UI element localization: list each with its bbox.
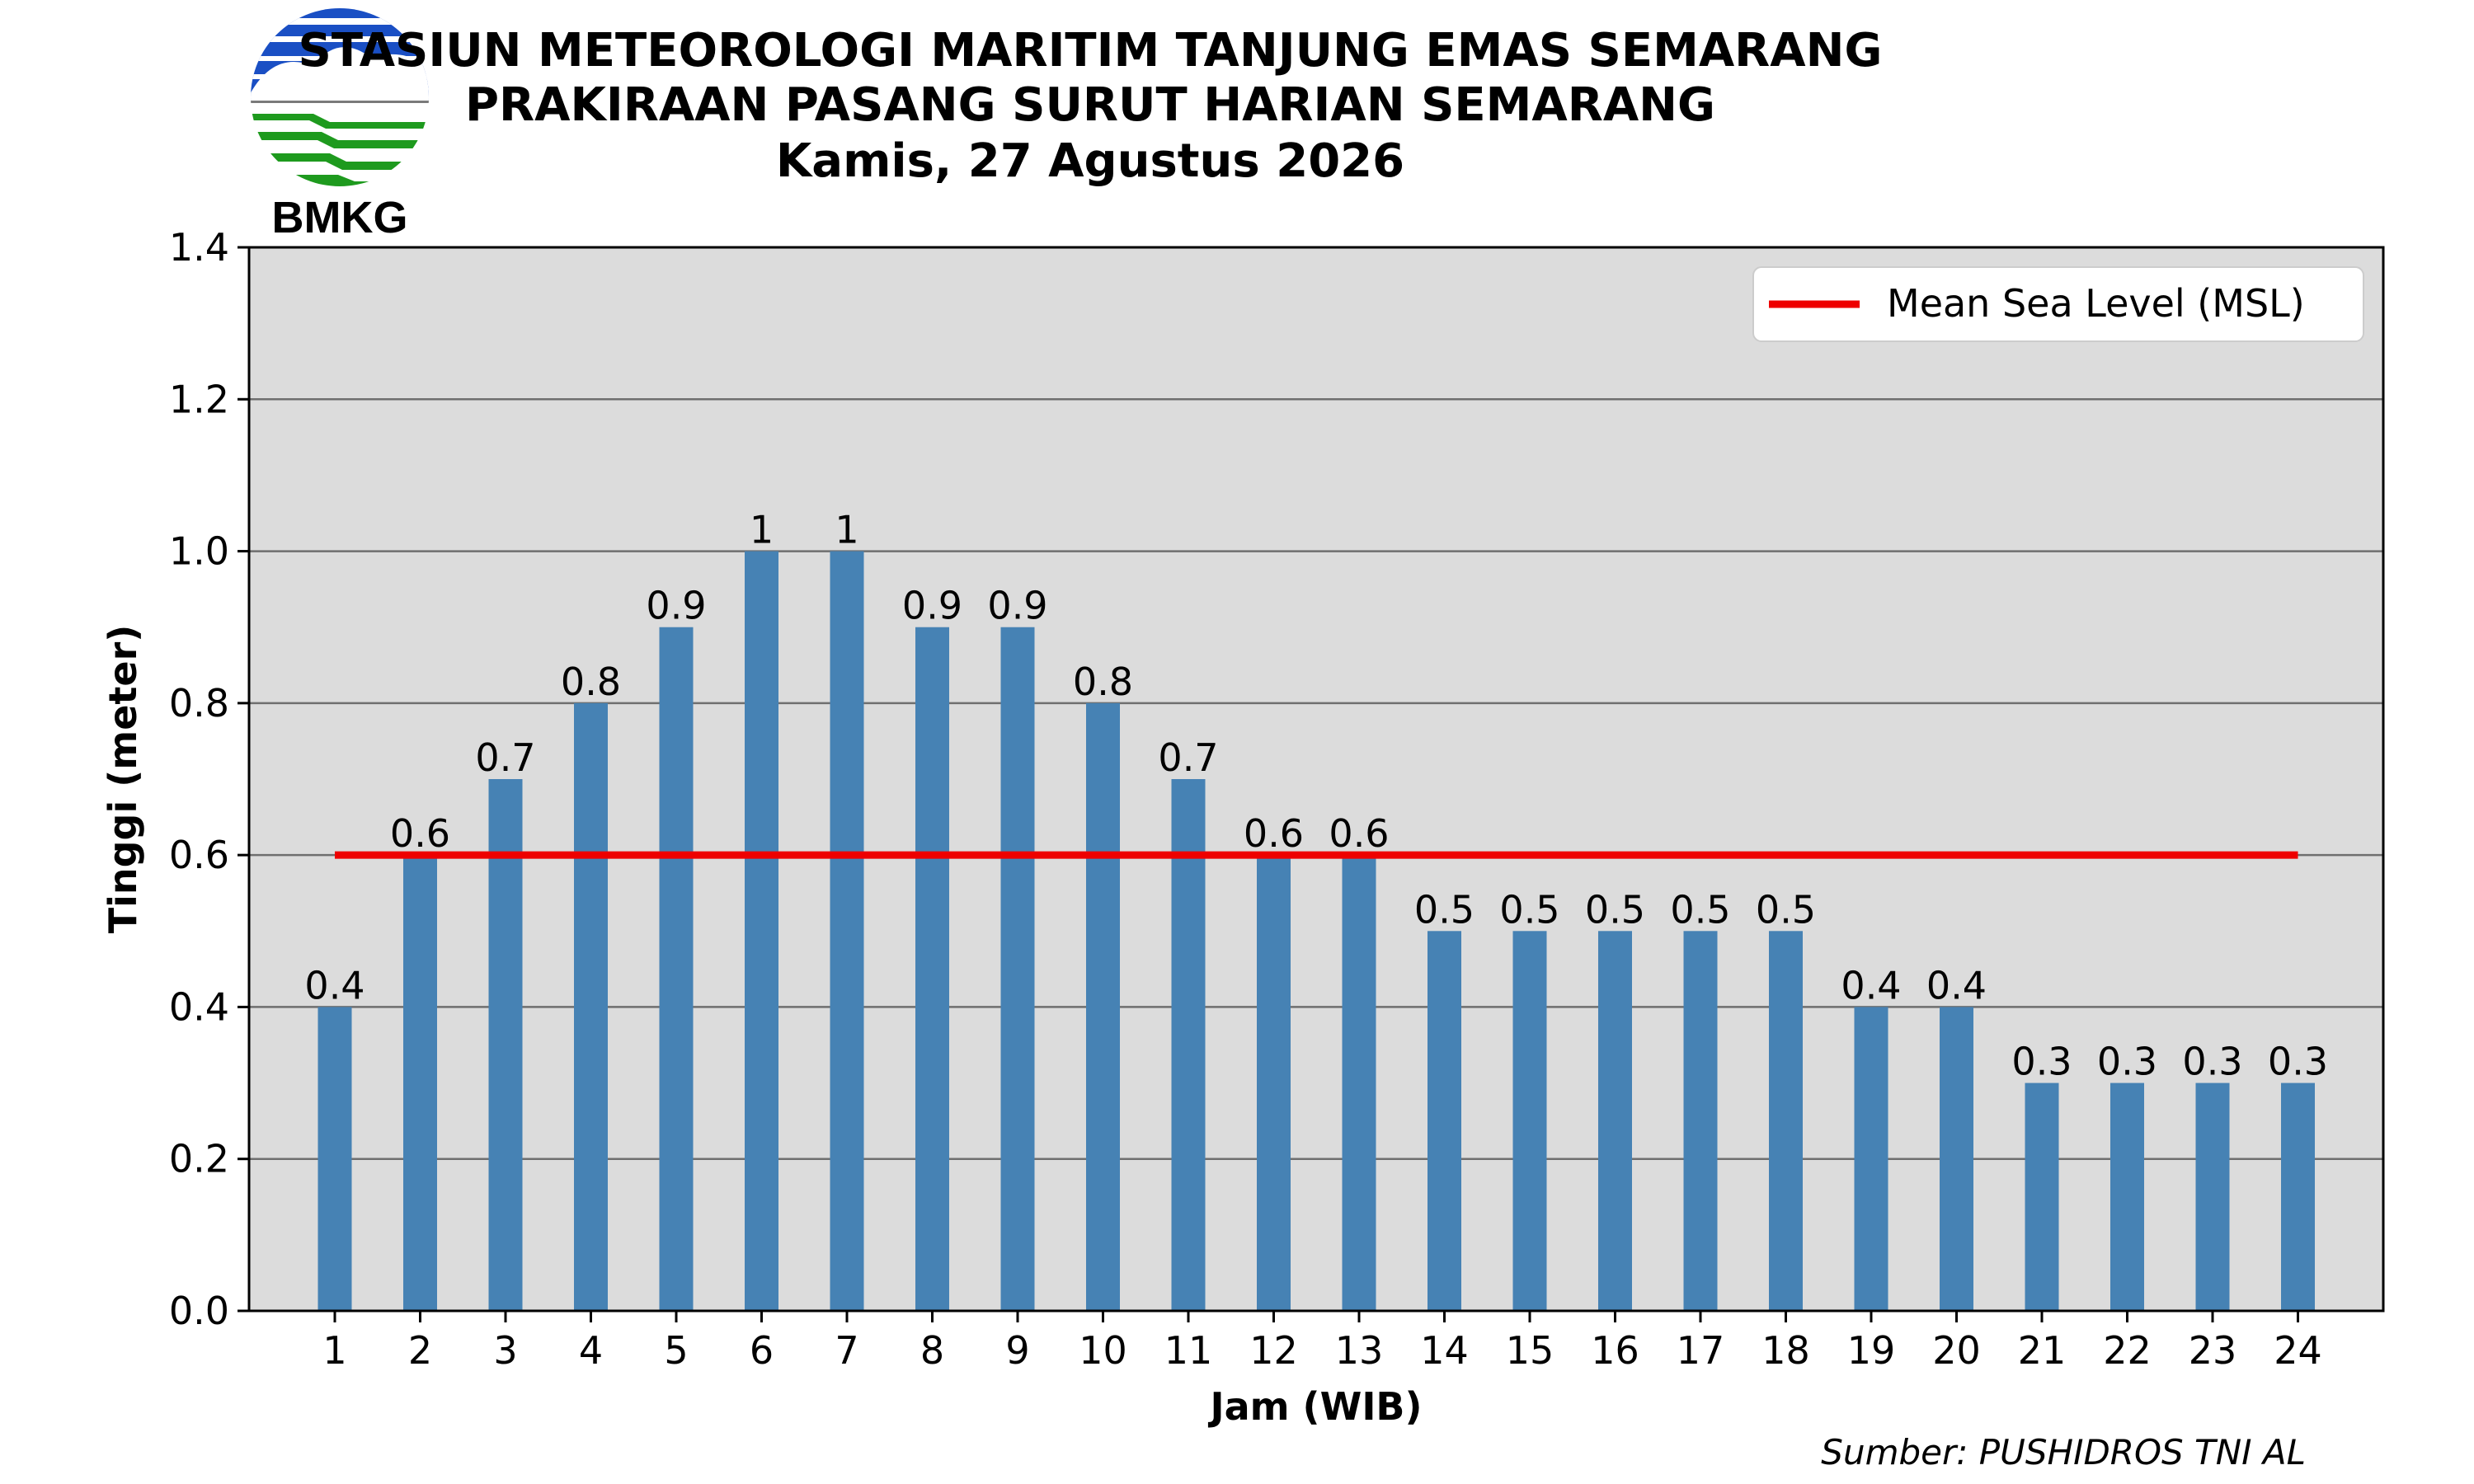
x-tick-label: 4	[579, 1328, 603, 1373]
bar-value-label: 0.4	[304, 963, 365, 1007]
x-tick-label: 10	[1079, 1328, 1127, 1373]
bar-value-labels: 0.4 0.6 0.7 0.8 0.9 1 1 0.9 0.9 0.8 0.7 0.6 0.6 0.5 0.…	[304, 508, 2328, 1084]
bar-value-label: 0.5	[1499, 887, 1559, 932]
bar	[1683, 931, 1718, 1311]
title-line-1: STASIUN METEOROLOGI MARITIM TANJUNG EMAS…	[299, 24, 1883, 77]
bar	[1940, 1007, 1973, 1311]
title-line-3: Kamis, 27 Agustus 2026	[776, 134, 1404, 188]
bar	[2281, 1082, 2315, 1311]
bar-value-label: 0.6	[390, 811, 450, 856]
bar-value-label: 0.3	[2268, 1040, 2328, 1084]
bar	[2025, 1082, 2059, 1311]
logo-text: BMKG	[272, 193, 408, 242]
bar	[745, 551, 778, 1311]
bar	[317, 1007, 352, 1311]
bar-value-label: 0.4	[1841, 963, 1901, 1007]
source-note: Sumber: PUSHIDROS TNI AL	[1821, 1432, 2306, 1472]
x-tick-label: 7	[835, 1328, 858, 1373]
title-line-2: PRAKIRAAN PASANG SURUT HARIAN SEMARANG	[465, 78, 1715, 132]
bar	[403, 855, 437, 1311]
bar	[1257, 855, 1291, 1311]
bar-value-label: 0.6	[1329, 811, 1389, 856]
bar	[2195, 1082, 2230, 1311]
x-tick-label: 9	[1005, 1328, 1029, 1373]
x-tick-label: 6	[750, 1328, 774, 1373]
x-tick-label: 14	[1420, 1328, 1469, 1373]
x-tick-label: 23	[2189, 1328, 2237, 1373]
y-tick-label: 1.4	[169, 225, 229, 270]
x-tick-label: 8	[920, 1328, 944, 1373]
bar	[1427, 931, 1461, 1311]
legend-msl-label: Mean Sea Level (MSL)	[1887, 281, 2305, 326]
bars	[317, 551, 2315, 1311]
bar-value-label: 0.8	[1073, 660, 1133, 704]
y-tick-label: 0.6	[169, 833, 229, 877]
x-tick-label: 17	[1677, 1328, 1725, 1373]
plot-frame	[247, 246, 2385, 1313]
bar-value-label: 0.3	[2182, 1040, 2242, 1084]
bar	[915, 627, 949, 1311]
y-tick-label: 1.0	[169, 529, 229, 574]
x-tick-label: 1	[322, 1328, 346, 1373]
y-tick-label: 0.8	[169, 681, 229, 726]
x-tick-label: 24	[2274, 1328, 2322, 1373]
x-tick-label: 13	[1335, 1328, 1384, 1373]
y-tick-label: 1.2	[169, 377, 229, 421]
bar	[1000, 627, 1035, 1311]
bar	[659, 627, 694, 1311]
x-tick-label: 12	[1249, 1328, 1298, 1373]
bar-value-label: 0.9	[987, 584, 1047, 628]
bar	[1598, 931, 1632, 1311]
bar-value-label: 0.5	[1670, 887, 1730, 932]
x-tick-label: 15	[1506, 1328, 1554, 1373]
x-tick-label: 22	[2103, 1328, 2152, 1373]
x-tick-label: 21	[2018, 1328, 2067, 1373]
bar	[1854, 1007, 1888, 1311]
x-tick-label: 5	[664, 1328, 688, 1373]
y-tick-label: 0.0	[169, 1289, 229, 1333]
bar-value-label: 0.9	[646, 584, 706, 628]
x-tick-label: 16	[1591, 1328, 1639, 1373]
x-tick-label: 11	[1164, 1328, 1213, 1373]
bar-value-label: 0.3	[2011, 1040, 2072, 1084]
bar	[830, 551, 864, 1311]
bar-value-label: 0.7	[1158, 735, 1218, 780]
plot-area	[249, 247, 2383, 1311]
x-tick-label: 3	[493, 1328, 517, 1373]
bar	[488, 779, 523, 1311]
bar	[1086, 702, 1120, 1311]
bar-value-label: 0.5	[1585, 887, 1645, 932]
y-tick-label: 0.4	[169, 984, 229, 1029]
x-tick-label: 18	[1761, 1328, 1810, 1373]
y-axis-label: Tinggi (meter)	[101, 625, 145, 934]
bar-value-label: 1	[835, 508, 858, 552]
legend: Mean Sea Level (MSL)	[1752, 266, 2364, 342]
x-tick-label: 2	[408, 1328, 432, 1373]
bar-value-label: 0.6	[1244, 811, 1304, 856]
bar	[1769, 931, 1803, 1311]
bar-value-label: 0.9	[902, 584, 962, 628]
x-tick-label: 19	[1847, 1328, 1896, 1373]
bar-value-label: 0.7	[475, 735, 535, 780]
x-tick-label: 20	[1932, 1328, 1981, 1373]
bar	[1512, 931, 1547, 1311]
bar-value-label: 0.8	[561, 660, 621, 704]
bar	[1342, 855, 1376, 1311]
bar	[574, 702, 608, 1311]
bar	[2110, 1082, 2144, 1311]
legend-box	[1752, 266, 2364, 342]
y-tick-label: 0.2	[169, 1137, 229, 1181]
bar-value-label: 0.3	[2097, 1040, 2157, 1084]
bar-value-label: 0.4	[1926, 963, 1987, 1007]
x-axis-label: Jam (WIB)	[1207, 1384, 1422, 1429]
bar-value-label: 1	[750, 508, 774, 552]
bar-value-label: 0.5	[1414, 887, 1475, 932]
bar	[1171, 779, 1206, 1311]
y-axis-ticks: 0.0 0.2 0.4 0.6 0.8 1.0 1.2 1.4	[169, 225, 249, 1333]
x-axis-ticks: 1 2 3 4 5 6 7 8 9 10 11 12 13 14 15 16 17 18 19 20 21 22 23 24	[322, 1311, 2322, 1373]
bar-value-label: 0.5	[1756, 887, 1816, 932]
